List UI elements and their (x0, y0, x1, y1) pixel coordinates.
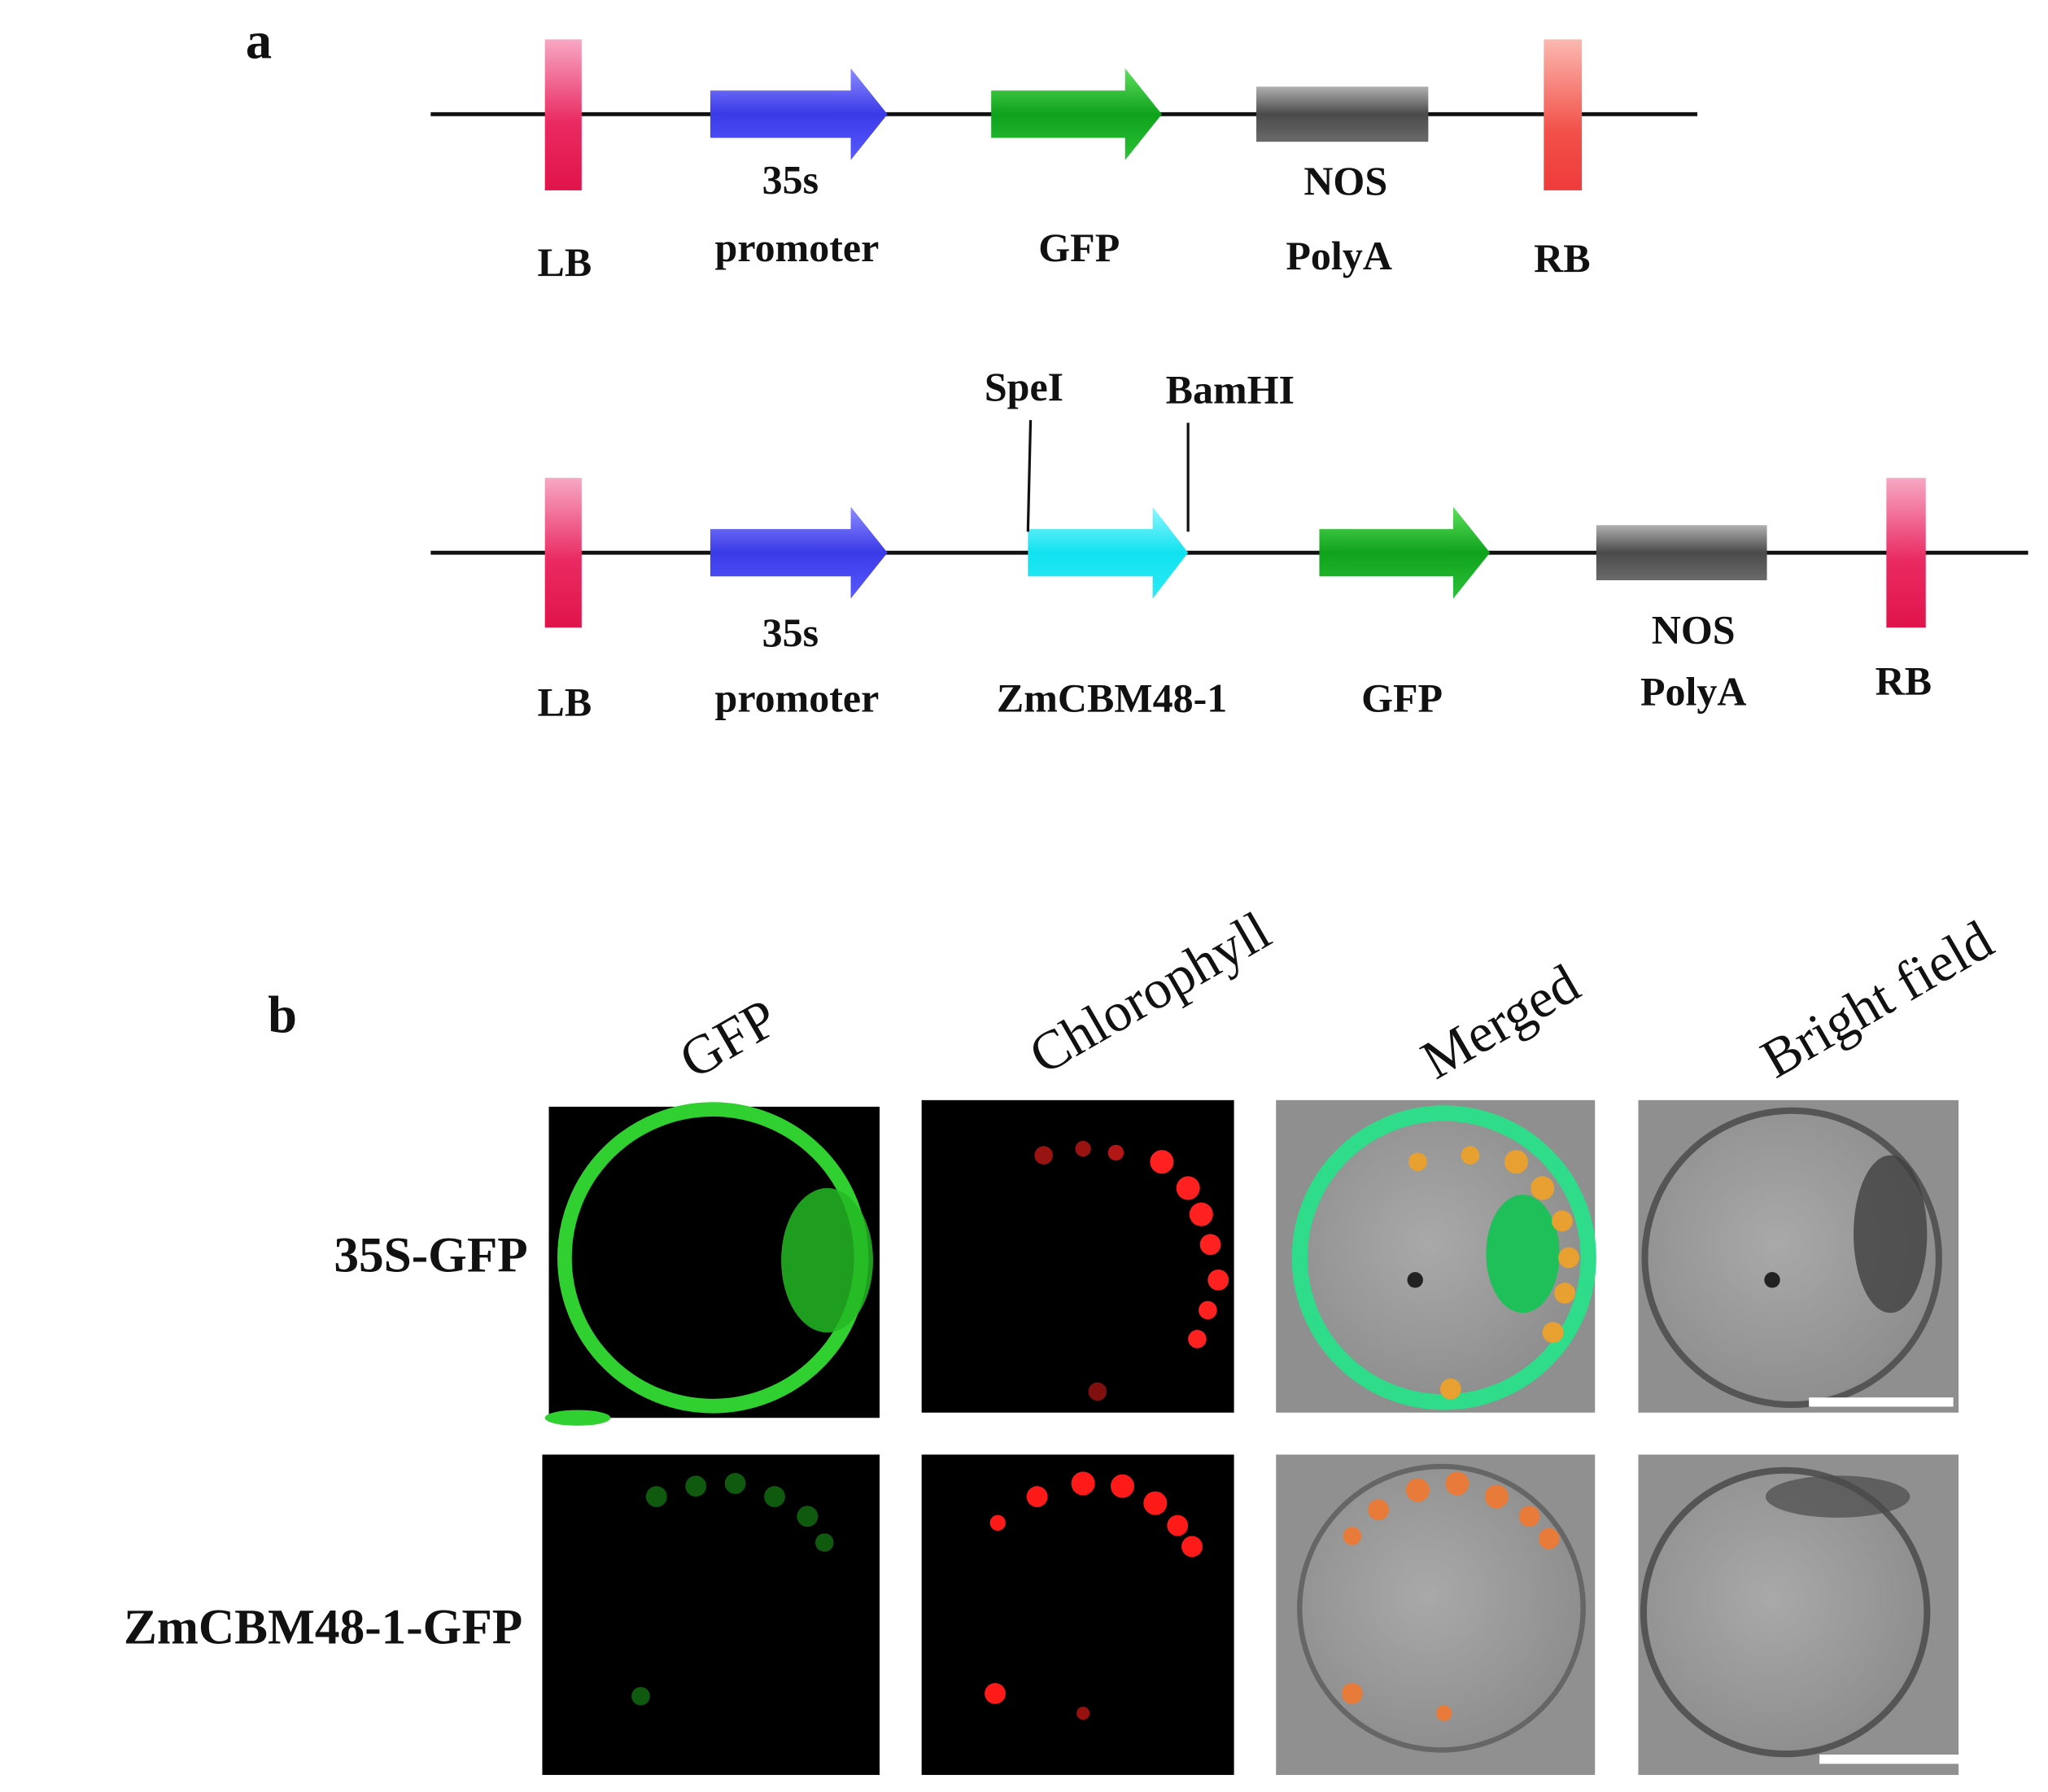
gfp-arrow (1319, 506, 1491, 599)
promoter-arrow (710, 68, 888, 160)
promoter-arrow (710, 506, 888, 599)
element-label: PolyA (1286, 233, 1392, 278)
border-rb (1544, 39, 1583, 190)
element-label: promoter (715, 225, 880, 270)
element-label: RB (1876, 658, 1932, 704)
column-header: Chlorophyll (1020, 900, 1281, 1086)
site-line (1026, 420, 1033, 532)
row-label: 35S-GFP (334, 1228, 527, 1283)
micrograph-gfp (542, 1454, 880, 1776)
micrograph-merged (1276, 1099, 1596, 1413)
micrograph-chlorophyll (921, 1099, 1234, 1413)
construct-1: LB 35s promoter GFP NOS PolyA RB (430, 39, 1698, 285)
element-label: LB (538, 239, 592, 285)
site-label: BamHI (1166, 366, 1295, 412)
element-label: GFP (1038, 225, 1120, 270)
terminator (1596, 525, 1767, 581)
row-label: ZmCBM48-1-GFP (124, 1599, 522, 1654)
element-label: NOS (1303, 158, 1387, 203)
border-rb (1886, 478, 1926, 628)
column-header: Merged (1411, 953, 1589, 1091)
element-label: 35s (762, 156, 819, 202)
construct-2: SpeI BamHI LB 35s promoter ZmCBM48-1 GFP… (430, 364, 2028, 724)
micrograph-gfp (544, 1102, 880, 1426)
element-label: PolyA (1640, 668, 1747, 714)
panel-label: a (246, 11, 272, 69)
element-label: ZmCBM48-1 (997, 675, 1227, 721)
element-label: RB (1534, 235, 1590, 281)
gene-arrow (1028, 506, 1189, 599)
panel-label: b (268, 986, 297, 1043)
column-header: Bright field (1751, 909, 2003, 1090)
gfp-arrow (991, 68, 1162, 160)
element-label: 35s (762, 610, 819, 655)
border-lb (544, 478, 582, 628)
micrograph-bright-field (1638, 1454, 1964, 1776)
element-label: GFP (1361, 675, 1443, 721)
micrograph-merged (1276, 1454, 1596, 1776)
element-label: NOS (1652, 607, 1736, 653)
site-label: SpeI (985, 364, 1063, 409)
micrograph-bright-field (1638, 1099, 1959, 1413)
border-lb (544, 39, 582, 190)
element-label: LB (538, 679, 592, 724)
element-label: promoter (715, 675, 880, 721)
micrograph-chlorophyll (921, 1454, 1234, 1776)
terminator (1256, 86, 1429, 142)
column-header: GFP (670, 987, 788, 1090)
